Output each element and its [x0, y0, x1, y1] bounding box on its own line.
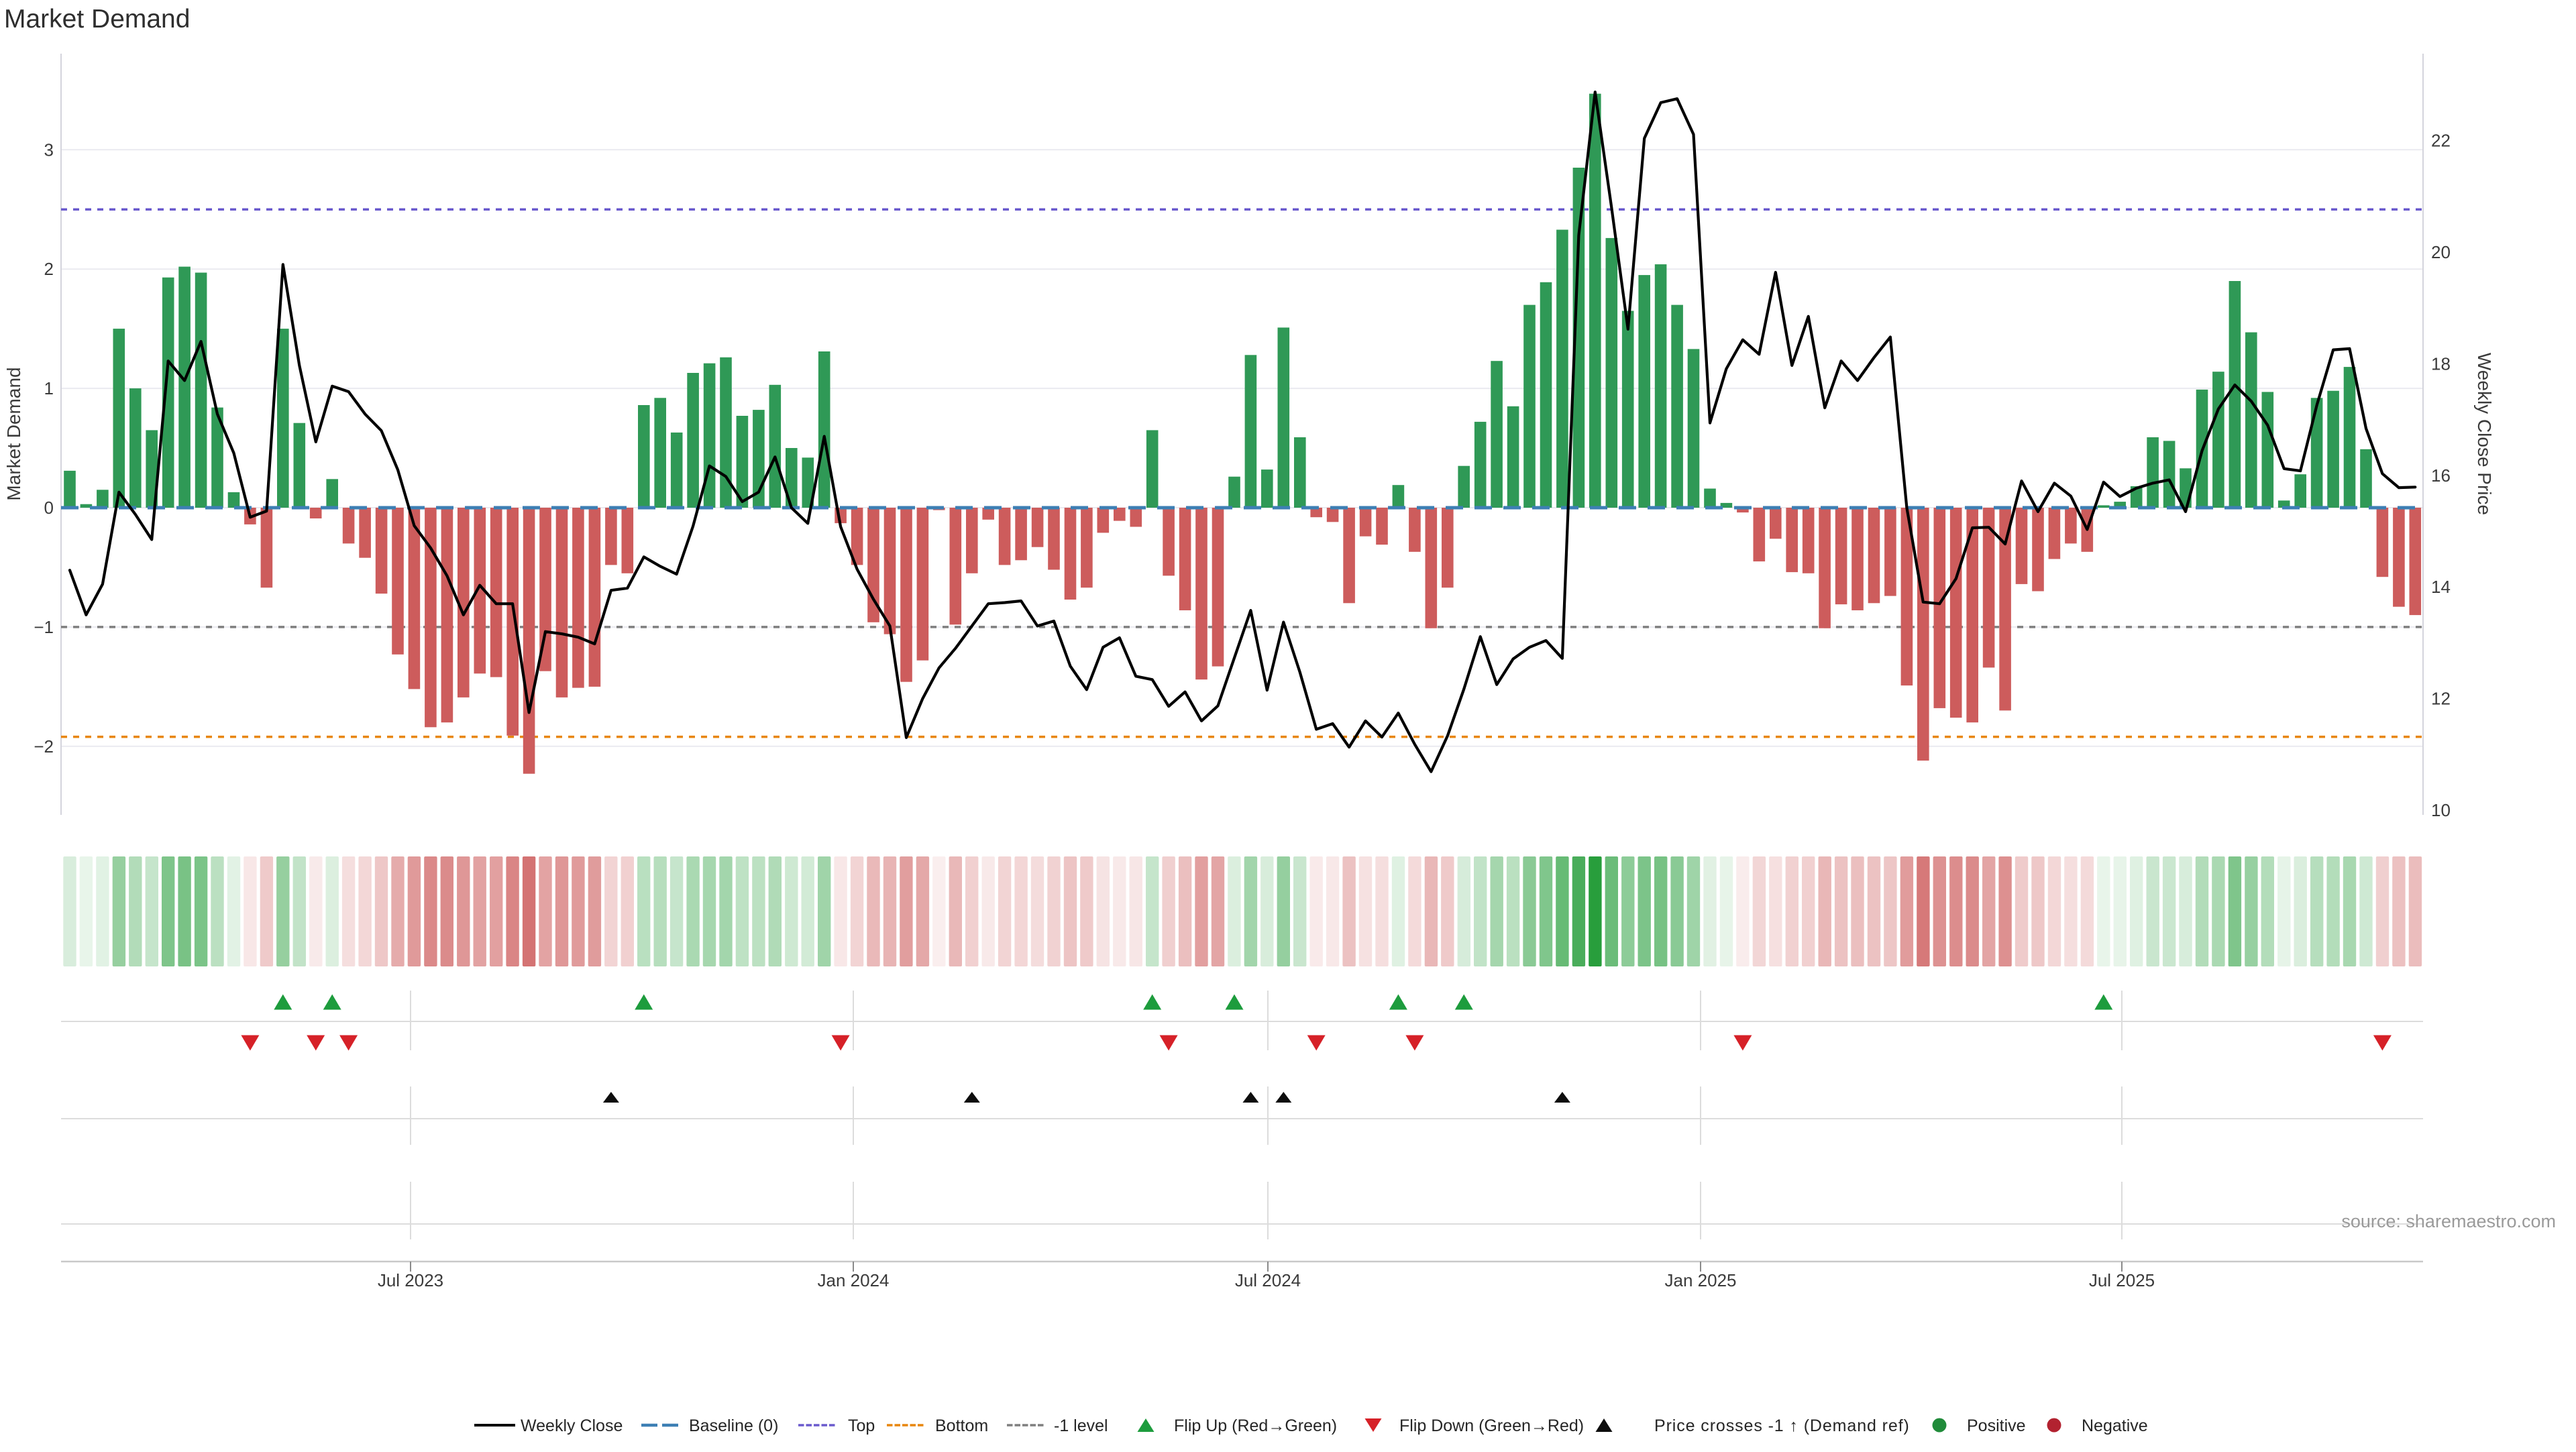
svg-text:Top: Top: [848, 1416, 875, 1435]
svg-text:Market Demand: Market Demand: [4, 5, 190, 34]
svg-text:Weekly Close: Weekly Close: [521, 1416, 623, 1435]
svg-text:−2: −2: [34, 736, 54, 757]
svg-text:1: 1: [44, 378, 54, 398]
svg-text:14: 14: [2431, 577, 2451, 597]
svg-text:-1 level: -1 level: [1054, 1416, 1108, 1435]
svg-text:Price crosses -1 ↑ (Demand ref: Price crosses -1 ↑ (Demand ref): [1654, 1416, 1910, 1435]
svg-text:3: 3: [44, 139, 54, 160]
svg-text:source: sharemaestro.com: source: sharemaestro.com: [2341, 1211, 2556, 1231]
svg-text:Market Demand: Market Demand: [3, 367, 24, 500]
svg-text:−1: −1: [34, 617, 54, 637]
svg-text:2: 2: [44, 259, 54, 279]
svg-text:18: 18: [2431, 353, 2451, 374]
svg-text:16: 16: [2431, 465, 2451, 486]
svg-text:0: 0: [44, 498, 54, 518]
svg-text:10: 10: [2431, 800, 2451, 820]
svg-text:Jan 2024: Jan 2024: [818, 1270, 890, 1290]
svg-text:Negative: Negative: [2082, 1416, 2148, 1435]
svg-text:Flip Down (Green→Red): Flip Down (Green→Red): [1399, 1416, 1584, 1435]
svg-text:22: 22: [2431, 131, 2451, 151]
svg-text:Bottom: Bottom: [935, 1416, 988, 1435]
svg-text:Flip Up (Red→Green): Flip Up (Red→Green): [1174, 1416, 1337, 1435]
svg-text:Baseline (0): Baseline (0): [689, 1416, 778, 1435]
svg-text:Positive: Positive: [1967, 1416, 2026, 1435]
svg-text:Jul 2024: Jul 2024: [1235, 1270, 1301, 1290]
svg-text:Jan 2025: Jan 2025: [1665, 1270, 1737, 1290]
svg-text:Jul 2025: Jul 2025: [2089, 1270, 2155, 1290]
svg-text:Weekly Close Price: Weekly Close Price: [2474, 353, 2495, 515]
svg-text:20: 20: [2431, 242, 2451, 262]
svg-text:Jul 2023: Jul 2023: [378, 1270, 443, 1290]
svg-text:12: 12: [2431, 689, 2451, 709]
